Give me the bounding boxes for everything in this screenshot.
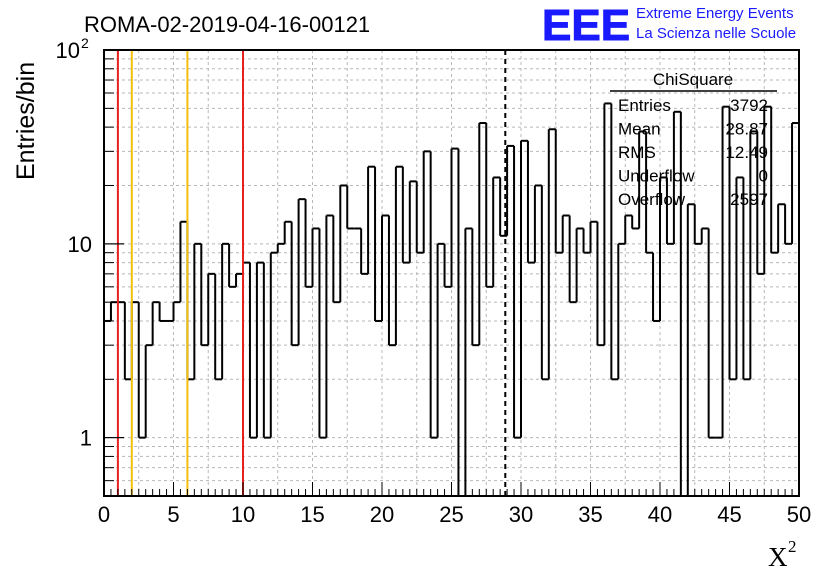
stats-row-label: Underflow xyxy=(618,167,695,186)
stats-row-label: Overflow xyxy=(618,190,686,209)
stats-row-value: 3792 xyxy=(730,96,768,115)
stats-row-value: 12.49 xyxy=(725,143,768,162)
x-axis-label-main: X xyxy=(768,542,788,572)
y-axis-label: Entries/bin xyxy=(12,62,40,180)
eee-logo: EEE Extreme Energy Events La Scienza nel… xyxy=(542,1,797,51)
x-ticks: 0 5 10 15 20 25 30 35 40 45 50 xyxy=(98,482,811,527)
stats-row-value: 2597 xyxy=(730,190,768,209)
x-tick-label: 25 xyxy=(439,502,463,527)
x-tick-label: 40 xyxy=(648,502,672,527)
y-tick-label-exponent: 2 xyxy=(81,35,89,51)
stats-row-label: Mean xyxy=(618,120,661,139)
x-tick-label: 10 xyxy=(231,502,255,527)
y-tick-label: 1 xyxy=(80,426,92,451)
x-tick-label: 35 xyxy=(578,502,602,527)
x-tick-label: 5 xyxy=(167,502,179,527)
stats-row-value: 28.87 xyxy=(725,120,768,139)
chart-title: ROMA-02-2019-04-16-00121 xyxy=(84,12,370,37)
eee-logo-line2: La Scienza nelle Scuole xyxy=(636,25,796,42)
x-axis-label-superscript: 2 xyxy=(788,537,797,556)
eee-logo-mark: EEE xyxy=(542,1,630,50)
x-tick-label: 50 xyxy=(787,502,811,527)
y-tick-label: 10 xyxy=(68,232,92,257)
stats-row-value: 0 xyxy=(759,167,768,186)
eee-logo-line1: Extreme Energy Events xyxy=(636,5,794,22)
reference-lines xyxy=(116,50,507,496)
histogram xyxy=(103,102,800,497)
x-tick-label: 0 xyxy=(98,502,110,527)
x-axis-label: X 2 xyxy=(768,537,797,572)
stats-box: ChiSquare Entries 3792 Mean 28.87 RMS 12.49 Un… xyxy=(610,70,777,209)
stats-row-label: Entries xyxy=(618,96,671,115)
x-tick-label: 20 xyxy=(370,502,394,527)
x-tick-label: 45 xyxy=(717,502,741,527)
stats-title: ChiSquare xyxy=(653,70,733,89)
stats-row-label: RMS xyxy=(618,143,656,162)
x-tick-label: 15 xyxy=(300,502,324,527)
x-tick-label: 30 xyxy=(509,502,533,527)
y-tick-label: 10 xyxy=(56,38,80,63)
